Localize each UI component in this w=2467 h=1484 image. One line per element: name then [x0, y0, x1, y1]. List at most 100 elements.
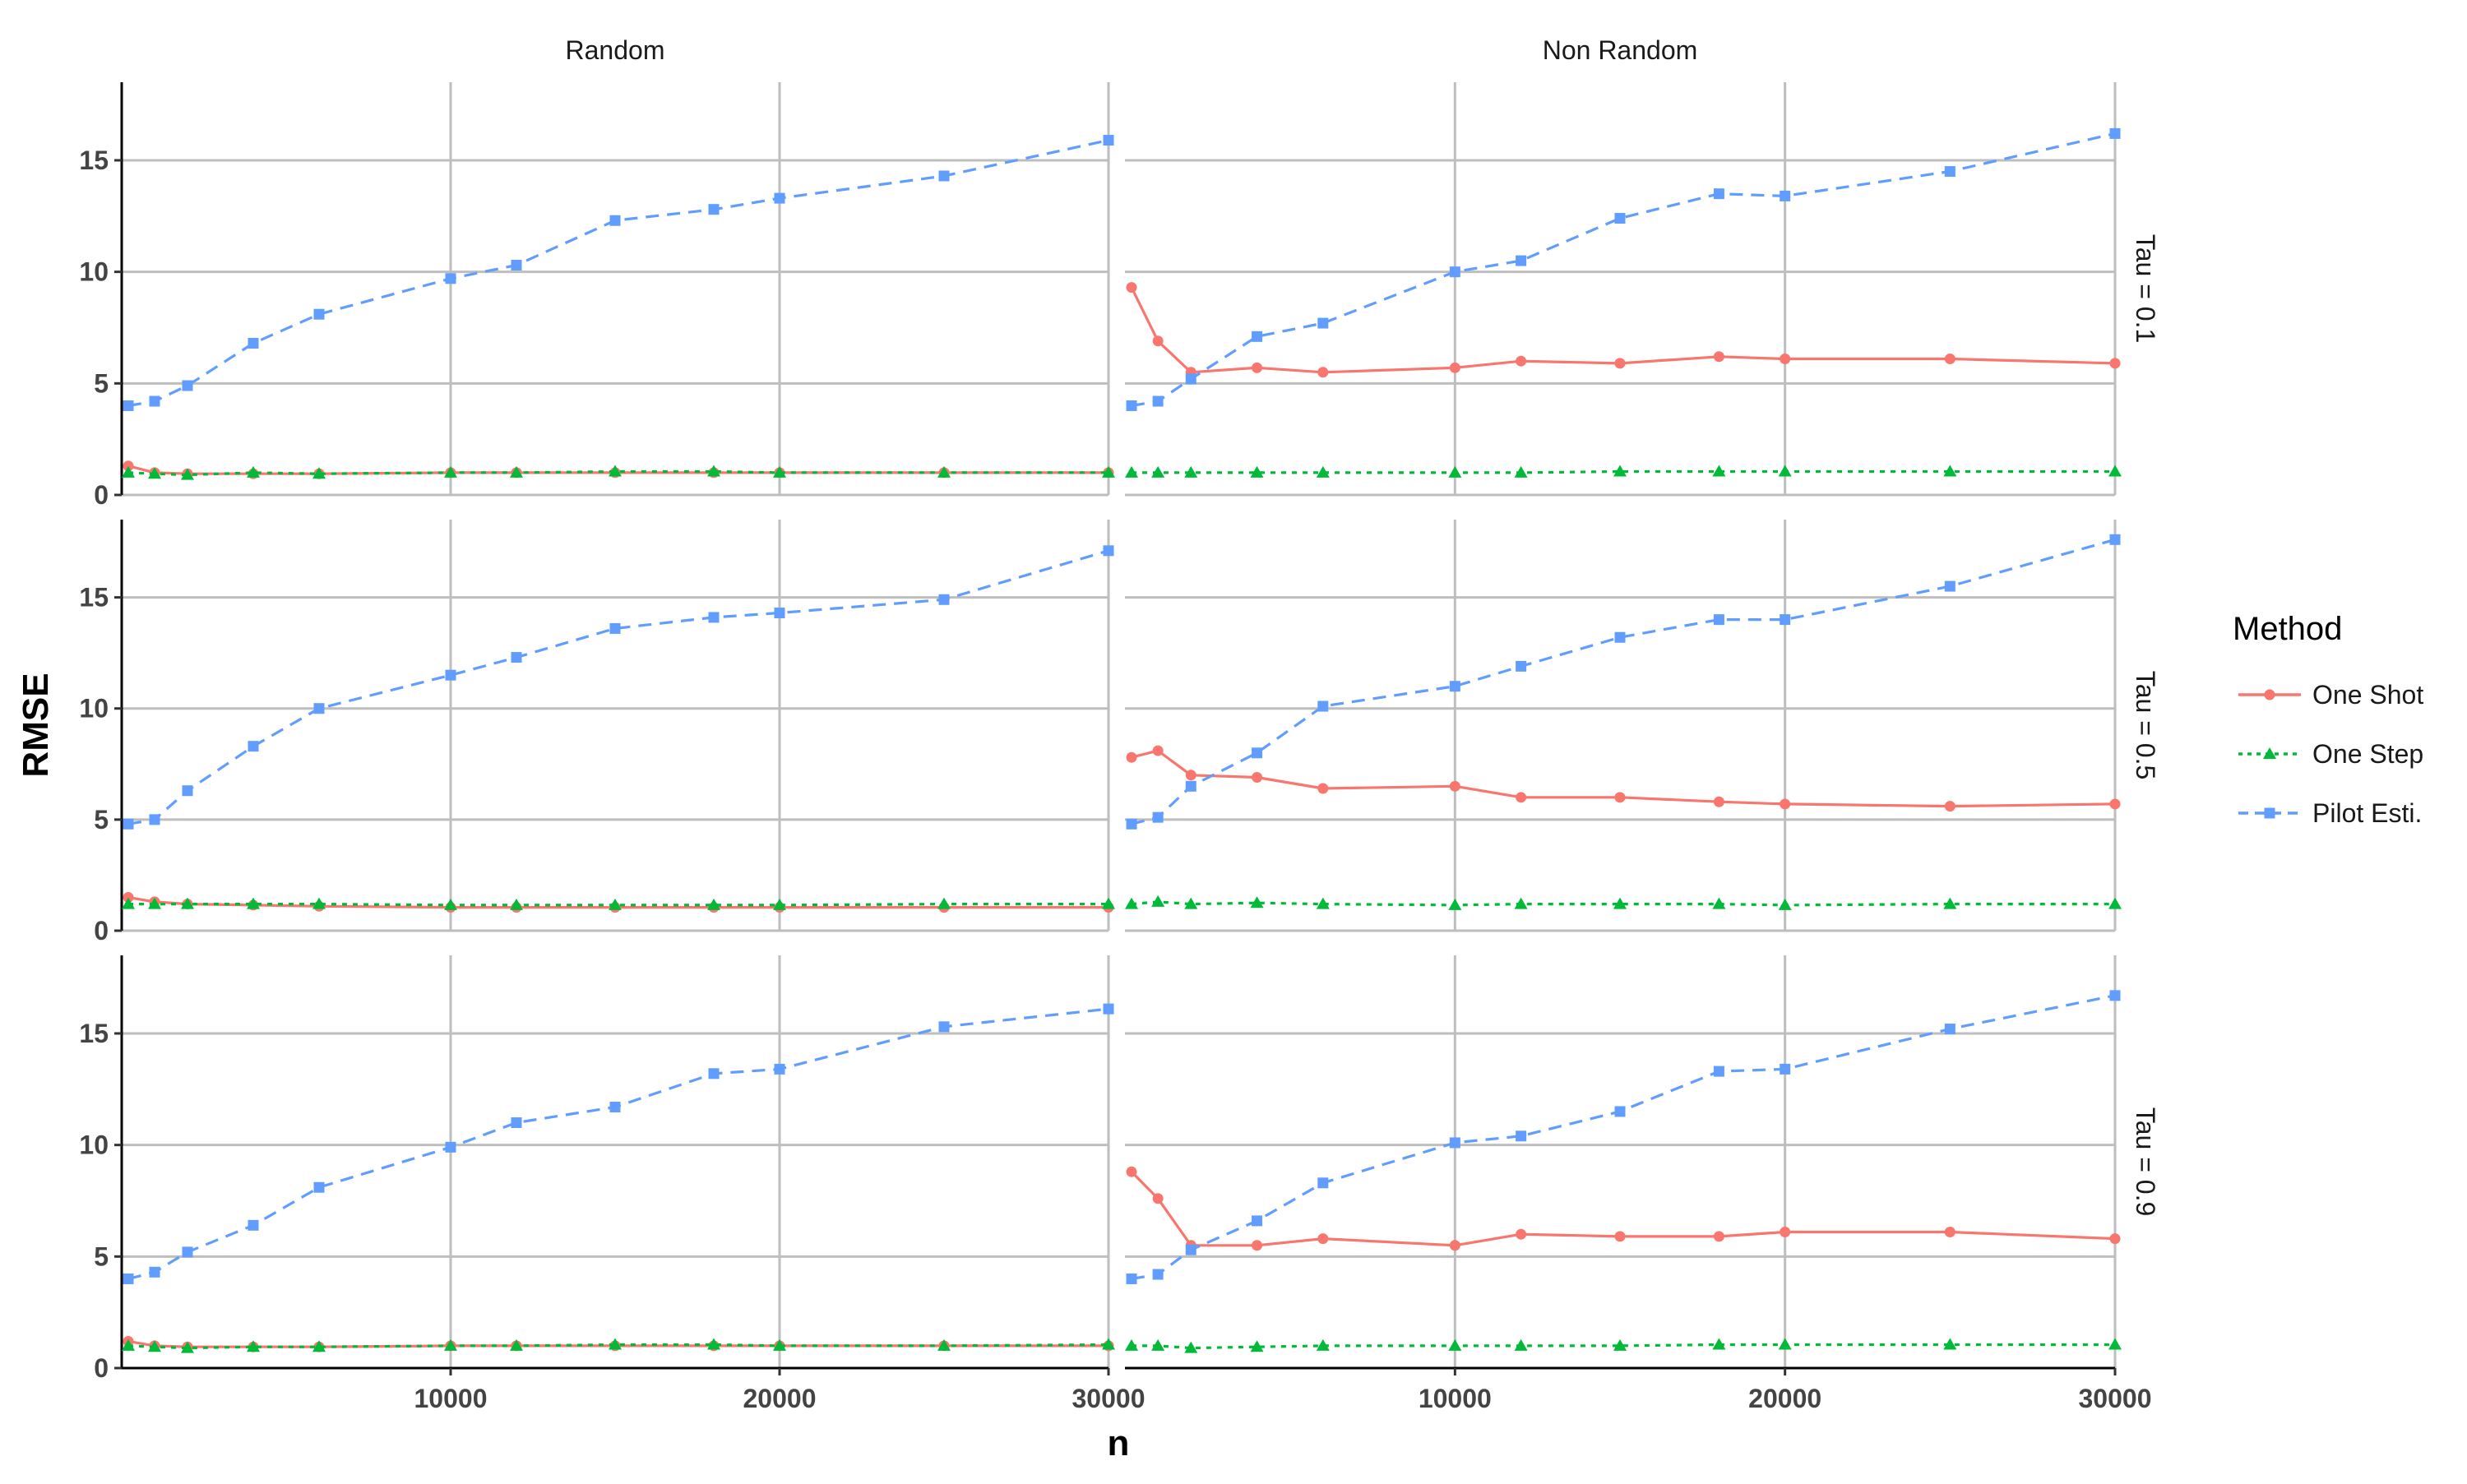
data-point-pilot-esti- — [938, 170, 950, 182]
series-line-one-step — [128, 902, 1109, 907]
data-point-pilot-esti- — [511, 1117, 522, 1129]
data-point-pilot-esti- — [1317, 1177, 1329, 1189]
data-point-one-step — [312, 467, 326, 479]
y-tick-label: 5 — [94, 1241, 109, 1271]
data-point-pilot-esti- — [1449, 1137, 1460, 1149]
data-point-pilot-esti- — [1614, 1106, 1626, 1117]
legend-item: One Step — [2238, 739, 2423, 769]
data-point-pilot-esti- — [1185, 1244, 1196, 1255]
data-point-pilot-esti- — [1449, 266, 1460, 278]
data-point-pilot-esti- — [1449, 681, 1460, 692]
data-point-one-step — [1184, 1341, 1198, 1353]
data-point-one-step — [122, 465, 135, 478]
x-tick-label: 20000 — [743, 1384, 817, 1413]
data-point-pilot-esti- — [2109, 534, 2121, 545]
data-point-one-step — [1712, 1338, 1726, 1350]
legend-item: One Shot — [2238, 680, 2423, 710]
data-point-pilot-esti- — [774, 608, 785, 619]
facet-column-label: Non Random — [1543, 35, 1698, 65]
y-tick-label: 0 — [94, 916, 109, 945]
x-axis-title: n — [1108, 1423, 1130, 1463]
data-point-one-step — [1250, 465, 1264, 478]
data-point-pilot-esti- — [1516, 255, 1527, 266]
data-point-one-step — [510, 465, 523, 478]
series-line-one-step — [1131, 900, 2115, 907]
data-point-pilot-esti- — [1152, 811, 1164, 823]
data-point-one-step — [1712, 465, 1726, 477]
data-point-one-step — [1184, 897, 1198, 909]
y-tick-label: 15 — [79, 1019, 109, 1048]
data-point-one-shot — [1449, 362, 1460, 373]
data-point-one-shot — [2109, 358, 2121, 369]
data-point-pilot-esti- — [182, 785, 193, 797]
data-point-one-shot — [1126, 751, 1137, 763]
data-point-one-step — [510, 898, 523, 910]
data-point-pilot-esti- — [1780, 190, 1791, 201]
data-point-one-step — [1514, 465, 1528, 478]
y-tick-label: 0 — [94, 1353, 109, 1383]
data-point-one-step — [1184, 465, 1198, 478]
x-tick-label: 20000 — [1748, 1384, 1821, 1413]
data-point-pilot-esti- — [1614, 213, 1626, 224]
panel-random-0 — [114, 82, 1115, 497]
data-point-one-step — [1125, 1338, 1139, 1351]
data-point-one-shot — [1152, 335, 1164, 347]
series-line-pilot-esti- — [127, 1007, 1109, 1281]
data-point-one-step — [609, 898, 622, 910]
y-tick-label: 5 — [94, 368, 109, 398]
data-point-pilot-esti- — [1126, 818, 1137, 830]
data-point-one-step — [1712, 897, 1726, 909]
data-point-one-shot — [1449, 780, 1460, 792]
data-point-pilot-esti- — [1780, 1063, 1791, 1075]
data-point-one-step — [707, 465, 720, 477]
data-point-one-step — [1250, 1340, 1264, 1352]
series-line-one-shot — [1131, 749, 2116, 808]
series-line-one-step — [1132, 1343, 2115, 1350]
data-point-one-shot — [1516, 792, 1527, 803]
data-point-one-step — [1102, 897, 1115, 909]
data-point-pilot-esti- — [1252, 747, 1263, 759]
data-point-one-step — [247, 1340, 260, 1352]
data-point-pilot-esti- — [1103, 135, 1114, 146]
data-point-one-step — [444, 1338, 457, 1351]
data-point-pilot-esti- — [1185, 373, 1196, 385]
data-point-pilot-esti- — [708, 1068, 720, 1079]
data-point-pilot-esti- — [445, 669, 456, 681]
legend-label: One Step — [2312, 739, 2423, 769]
series-line-pilot-esti- — [1131, 132, 2116, 408]
data-point-pilot-esti- — [609, 1102, 621, 1113]
data-point-pilot-esti- — [149, 1266, 160, 1278]
facet-row-label: Tau = 0.1 — [2131, 234, 2160, 344]
data-point-one-shot — [1516, 1228, 1527, 1240]
data-point-pilot-esti- — [1516, 660, 1527, 672]
data-point-one-shot — [1317, 367, 1329, 378]
data-point-one-step — [1316, 465, 1330, 478]
data-point-one-shot — [1713, 1231, 1724, 1242]
data-point-pilot-esti- — [1516, 1130, 1527, 1142]
x-tick-label: 30000 — [1072, 1384, 1146, 1413]
data-point-one-shot — [1185, 770, 1196, 781]
data-point-one-step — [1943, 1338, 1957, 1350]
legend-key-marker — [2264, 807, 2275, 819]
data-point-one-step — [181, 897, 194, 909]
data-point-one-step — [1102, 465, 1115, 478]
data-point-pilot-esti- — [609, 215, 621, 226]
data-point-one-shot — [1780, 1226, 1791, 1237]
y-axis-title: RMSE — [16, 673, 56, 777]
data-point-one-shot — [1126, 1166, 1137, 1177]
y-tick-label: 10 — [79, 694, 109, 724]
data-point-pilot-esti- — [1780, 614, 1791, 626]
data-point-pilot-esti- — [1944, 166, 1956, 178]
x-tick-label: 10000 — [414, 1384, 488, 1413]
data-point-pilot-esti- — [1317, 317, 1329, 329]
data-point-pilot-esti- — [1713, 614, 1724, 626]
series-line-pilot-esti- — [127, 549, 1109, 825]
data-point-one-step — [247, 465, 260, 478]
data-point-one-step — [181, 1341, 194, 1353]
data-point-one-shot — [1252, 772, 1263, 784]
data-point-one-shot — [1252, 1240, 1263, 1251]
panel-non-random-1 — [1125, 520, 2122, 932]
data-point-one-shot — [1317, 1233, 1329, 1245]
